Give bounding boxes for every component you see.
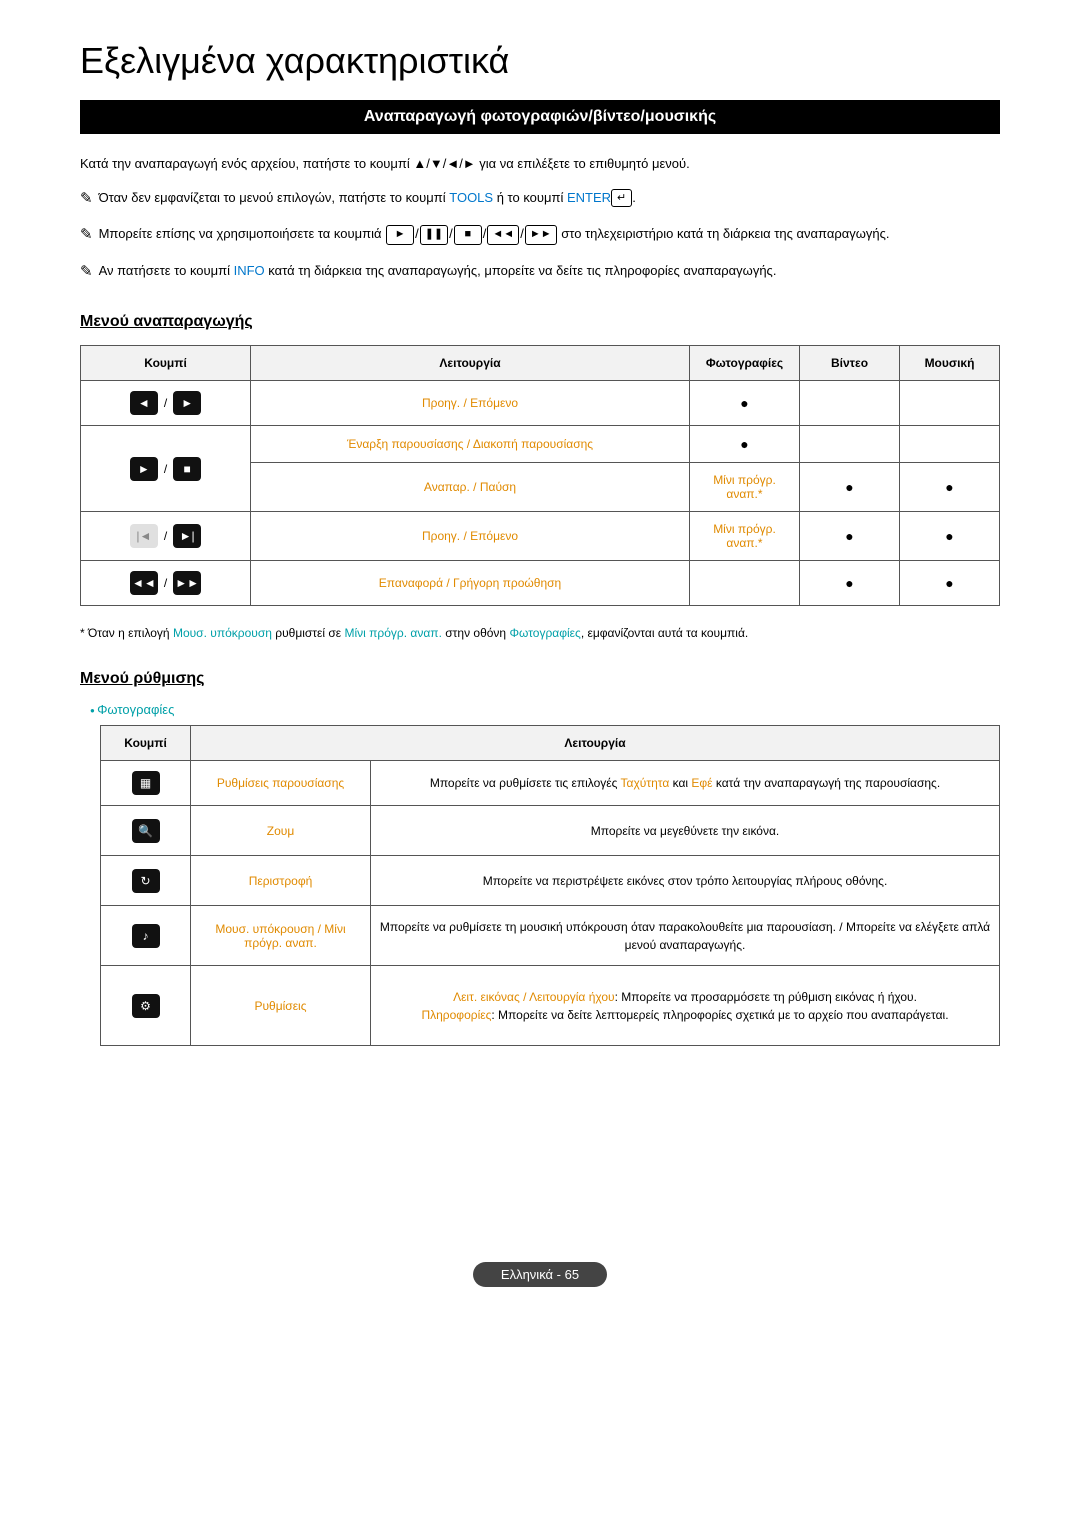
fastforward-icon: ►► xyxy=(173,571,201,595)
intro-note-2: ✎ Όταν δεν εμφανίζεται το μενού επιλογών… xyxy=(80,188,1000,211)
func-cell: Έναρξη παρουσίασης / Διακοπή παρουσίασης xyxy=(251,426,690,463)
cell-special: Μίνι πρόγρ. αναπ.* xyxy=(690,463,800,512)
playback-heading: Μενού αναπαραγωγής xyxy=(80,313,1000,331)
table-row: ↻ Περιστροφή Μπορείτε να περιστρέψετε ει… xyxy=(101,856,1000,906)
skip-next-icon: ►| xyxy=(173,524,201,548)
page-footer: Ελληνικά - 65 xyxy=(80,1266,1000,1282)
enter-label: ENTER xyxy=(567,190,611,205)
intro-note-4-text: Αν πατήσετε το κουμπί INFO κατά τη διάρκ… xyxy=(99,261,777,281)
col-music: Μουσική xyxy=(900,346,1000,381)
setting-desc: Μπορείτε να μεγεθύνετε την εικόνα. xyxy=(371,806,1000,856)
note-icon: ✎ xyxy=(80,188,93,211)
intro-note-4: ✎ Αν πατήσετε το κουμπί INFO κατά τη διά… xyxy=(80,261,1000,284)
play-icon: ► xyxy=(130,457,158,481)
setting-name: Ρυθμίσεις παρουσίασης xyxy=(191,761,371,806)
left-icon: ◄ xyxy=(130,391,158,415)
zoom-icon: 🔍 xyxy=(132,819,160,843)
table-row: ►/■ Έναρξη παρουσίασης / Διακοπή παρουσί… xyxy=(81,426,1000,463)
settings-heading: Μενού ρύθμισης xyxy=(80,670,1000,688)
table-row: ▦ Ρυθμίσεις παρουσίασης Μπορείτε να ρυθμ… xyxy=(101,761,1000,806)
cell: ● xyxy=(800,561,900,606)
setting-desc: Λειτ. εικόνας / Λειτουργία ήχου: Μπορείτ… xyxy=(371,966,1000,1046)
intro-note-2-text: Όταν δεν εμφανίζεται το μενού επιλογών, … xyxy=(99,188,636,208)
table-row: |◄/►| Προηγ. / Επόμενο Μίνι πρόγρ. αναπ.… xyxy=(81,512,1000,561)
note-icon: ✎ xyxy=(80,224,93,247)
table-row: ◄◄/►► Επαναφορά / Γρήγορη προώθηση ● ● xyxy=(81,561,1000,606)
enter-icon: ↵ xyxy=(611,189,632,208)
table-row: ◄/► Προηγ. / Επόμενο ● xyxy=(81,381,1000,426)
cell: ● xyxy=(690,426,800,463)
setting-name: Ρυθμίσεις xyxy=(191,966,371,1046)
settings-bullet: Φωτογραφίες xyxy=(90,702,1000,717)
cell xyxy=(800,381,900,426)
cell: ● xyxy=(800,512,900,561)
col-button: Κουμπί xyxy=(81,346,251,381)
cell: ● xyxy=(800,463,900,512)
func-cell: Προηγ. / Επόμενο xyxy=(251,381,690,426)
intro-note-3: ✎ Μπορείτε επίσης να χρησιμοποιήσετε τα … xyxy=(80,224,1000,247)
table-row: ⚙ Ρυθμίσεις Λειτ. εικόνας / Λειτουργία ή… xyxy=(101,966,1000,1046)
intro-block: Κατά την αναπαραγωγή ενός αρχείου, πατήσ… xyxy=(80,154,1000,283)
play-icon: ► xyxy=(386,225,414,245)
rotate-icon: ↻ xyxy=(132,869,160,893)
gear-icon: ⚙ xyxy=(132,994,160,1018)
rewind-icon: ◄◄ xyxy=(130,571,158,595)
func-cell: Αναπαρ. / Παύση xyxy=(251,463,690,512)
col-button: Κουμπί xyxy=(101,726,191,761)
music-icon: ♪ xyxy=(132,924,160,948)
table-row: ♪ Μουσ. υπόκρουση / Μίνι πρόγρ. αναπ. Μπ… xyxy=(101,906,1000,966)
cell: ● xyxy=(690,381,800,426)
pause-icon: ❚❚ xyxy=(420,225,448,245)
stop-icon: ■ xyxy=(454,225,482,245)
page-number: Ελληνικά - 65 xyxy=(473,1262,607,1287)
setting-desc: Μπορείτε να περιστρέψετε εικόνες στον τρ… xyxy=(371,856,1000,906)
tools-label: TOOLS xyxy=(449,190,493,205)
page-title: Εξελιγμένα χαρακτηριστικά xyxy=(80,40,1000,82)
cell: ● xyxy=(900,561,1000,606)
cell: ● xyxy=(900,512,1000,561)
intro-line-1: Κατά την αναπαραγωγή ενός αρχείου, πατήσ… xyxy=(80,154,1000,174)
setting-desc: Μπορείτε να ρυθμίσετε τη μουσική υπόκρου… xyxy=(371,906,1000,966)
playback-footnote: * Όταν η επιλογή Μουσ. υπόκρουση ρυθμιστ… xyxy=(80,626,1000,640)
ff-icon: ►► xyxy=(525,225,557,245)
col-func: Λειτουργία xyxy=(191,726,1000,761)
col-func: Λειτουργία xyxy=(251,346,690,381)
cell xyxy=(900,426,1000,463)
setting-name: Περιστροφή xyxy=(191,856,371,906)
cell-special: Μίνι πρόγρ. αναπ.* xyxy=(690,512,800,561)
func-cell: Προηγ. / Επόμενο xyxy=(251,512,690,561)
settings-table: Κουμπί Λειτουργία ▦ Ρυθμίσεις παρουσίαση… xyxy=(100,725,1000,1046)
rew-icon: ◄◄ xyxy=(487,225,519,245)
setting-desc: Μπορείτε να ρυθμίσετε τις επιλογές Ταχύτ… xyxy=(371,761,1000,806)
info-label: INFO xyxy=(234,263,265,278)
cell xyxy=(690,561,800,606)
col-photos: Φωτογραφίες xyxy=(690,346,800,381)
setting-name: Ζουμ xyxy=(191,806,371,856)
intro-note-3-text: Μπορείτε επίσης να χρησιμοποιήσετε τα κο… xyxy=(99,224,890,245)
table-row: 🔍 Ζουμ Μπορείτε να μεγεθύνετε την εικόνα… xyxy=(101,806,1000,856)
setting-name: Μουσ. υπόκρουση / Μίνι πρόγρ. αναπ. xyxy=(191,906,371,966)
func-cell: Επαναφορά / Γρήγορη προώθηση xyxy=(251,561,690,606)
cell: ● xyxy=(900,463,1000,512)
stop-icon: ■ xyxy=(173,457,201,481)
cell xyxy=(900,381,1000,426)
slideshow-icon: ▦ xyxy=(132,771,160,795)
section-bar: Αναπαραγωγή φωτογραφιών/βίντεο/μουσικής xyxy=(80,100,1000,134)
right-icon: ► xyxy=(173,391,201,415)
cell xyxy=(800,426,900,463)
col-video: Βίντεο xyxy=(800,346,900,381)
playback-table: Κουμπί Λειτουργία Φωτογραφίες Βίντεο Μου… xyxy=(80,345,1000,606)
skip-prev-icon: |◄ xyxy=(130,524,158,548)
note-icon: ✎ xyxy=(80,261,93,284)
